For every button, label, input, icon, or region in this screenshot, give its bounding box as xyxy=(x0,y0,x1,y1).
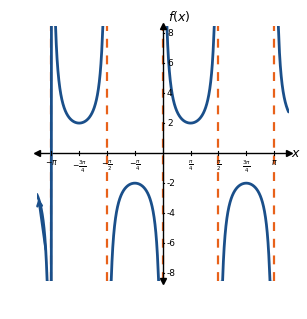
Text: 4: 4 xyxy=(167,89,173,98)
Text: -4: -4 xyxy=(167,209,176,218)
Text: -6: -6 xyxy=(167,239,176,248)
Text: 6: 6 xyxy=(167,59,173,68)
Text: $-\frac{3\pi}{4}$: $-\frac{3\pi}{4}$ xyxy=(72,158,87,174)
Text: -2: -2 xyxy=(167,179,176,188)
Text: $-\frac{\pi}{4}$: $-\frac{\pi}{4}$ xyxy=(129,158,141,173)
Text: $-\pi$: $-\pi$ xyxy=(45,158,58,167)
Text: $f(x)$: $f(x)$ xyxy=(168,9,191,24)
Text: $x$: $x$ xyxy=(291,147,301,160)
Text: $\frac{\pi}{4}$: $\frac{\pi}{4}$ xyxy=(188,158,193,173)
Text: $\frac{\pi}{2}$: $\frac{\pi}{2}$ xyxy=(216,158,221,173)
Text: 8: 8 xyxy=(167,28,173,38)
Text: $\pi$: $\pi$ xyxy=(271,158,278,167)
Text: $-\frac{\pi}{2}$: $-\frac{\pi}{2}$ xyxy=(101,158,113,173)
Text: 2: 2 xyxy=(167,119,173,128)
Text: -8: -8 xyxy=(167,269,176,278)
Text: $\frac{3\pi}{4}$: $\frac{3\pi}{4}$ xyxy=(242,158,251,174)
